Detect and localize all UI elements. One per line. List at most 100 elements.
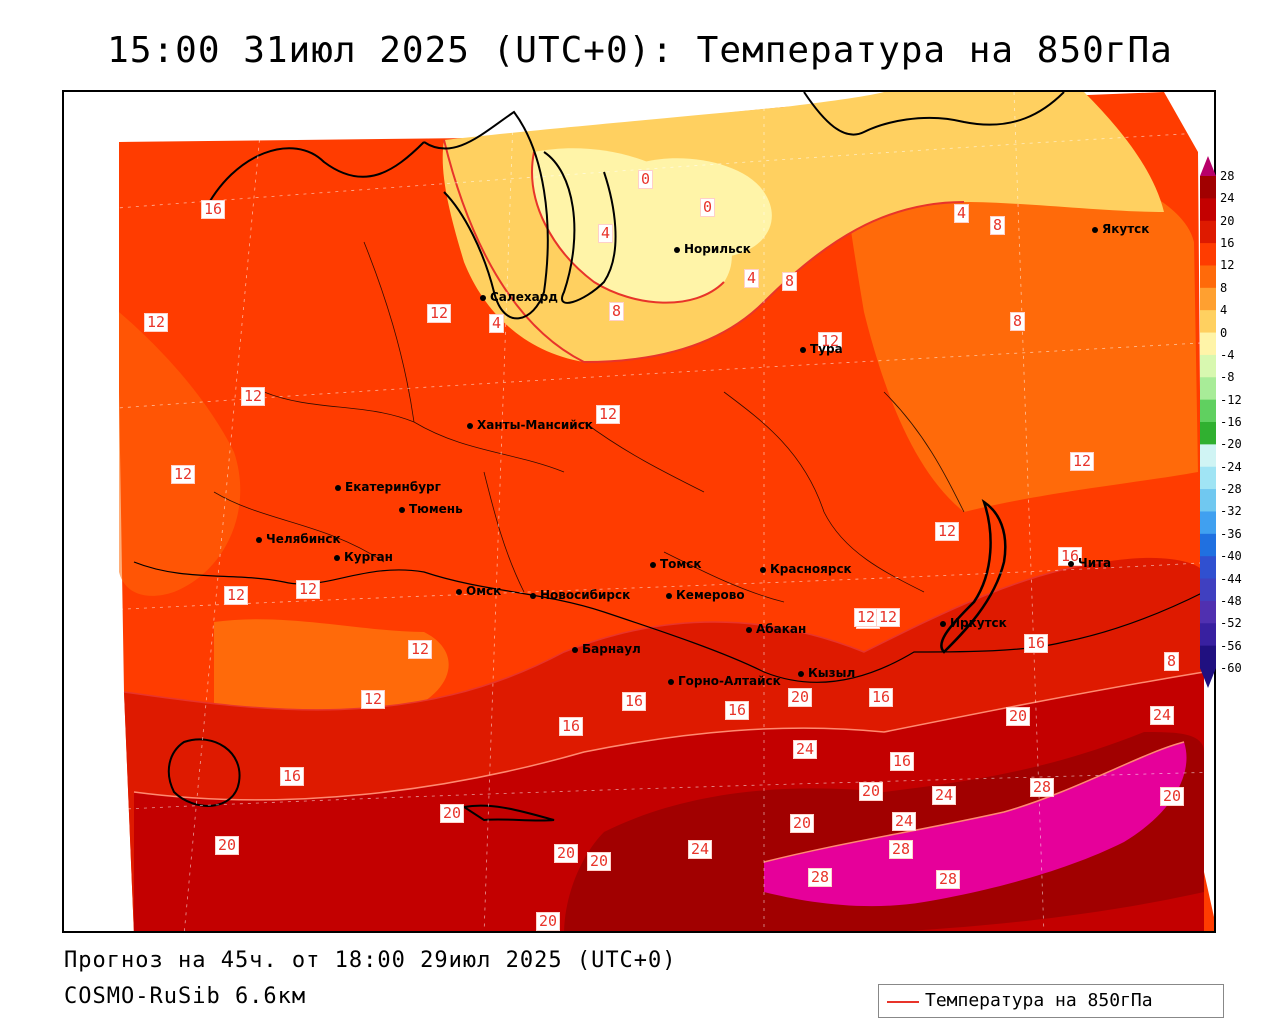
city-marker: Абакан	[746, 622, 806, 636]
city-marker: Томск	[650, 557, 702, 571]
colorbar-tick-label: -44	[1220, 571, 1242, 586]
colorbar-tick-label: -48	[1220, 593, 1242, 608]
city-marker: Курган	[334, 550, 393, 564]
colorbar-cell	[1200, 243, 1216, 266]
contour-label: 16	[869, 688, 894, 707]
colorbar-cell	[1200, 533, 1216, 557]
contour-label: 12	[876, 608, 901, 627]
city-marker: Норильск	[674, 242, 751, 256]
city-marker: Кемерово	[666, 588, 745, 602]
contour-label: 4	[489, 314, 505, 333]
contour-label: 20	[440, 804, 465, 823]
colorbar-cell	[1200, 332, 1216, 356]
contour-label: 16	[1058, 547, 1083, 566]
isotherm-line	[763, 741, 1185, 863]
contour-label: 0	[638, 170, 654, 189]
contour-label: 0	[700, 198, 716, 217]
caspian-sea	[167, 738, 241, 807]
isotherm-line	[133, 671, 1205, 801]
contour-label: 4	[598, 224, 614, 243]
contour-label: 20	[536, 912, 561, 931]
legend-label: Температура на 850гПа	[925, 990, 1153, 1011]
contour-label: 20	[788, 688, 813, 707]
forecast-info: Прогноз на 45ч. от 18:00 29июл 2025 (UTC…	[64, 948, 677, 973]
colorbar-tick-label: 20	[1220, 213, 1235, 228]
legend-line-swatch	[887, 1001, 919, 1003]
contour-label: 8	[782, 272, 798, 291]
colorbar-tick-label: -36	[1220, 526, 1242, 541]
colorbar-cell	[1200, 287, 1216, 311]
contour-label: 12	[296, 580, 321, 599]
contour-label: 12	[144, 313, 169, 332]
colorbar-cell	[1200, 645, 1216, 669]
contour-label: 16	[559, 717, 584, 736]
contour-label: 8	[990, 216, 1006, 235]
colorbar-cell	[1200, 399, 1216, 423]
contour-label: 24	[793, 740, 818, 759]
coastline	[203, 110, 549, 320]
contour-label: 12	[427, 304, 452, 323]
city-marker: Чита	[1068, 556, 1111, 570]
contour-label: 12	[1070, 452, 1095, 471]
colorbar-cell	[1200, 578, 1216, 602]
city-marker: Якутск	[1092, 222, 1149, 236]
contour-label: 12	[596, 405, 621, 424]
colorbar-cell	[1200, 377, 1216, 401]
contour-label: 4	[954, 204, 970, 223]
contour-label: 8	[609, 302, 625, 321]
contour-label: 12	[361, 690, 386, 709]
contour-label: 20	[554, 844, 579, 863]
colorbar-cell	[1200, 422, 1216, 445]
contour-label: 12	[171, 465, 196, 484]
city-marker: Горно-Алтайск	[668, 674, 781, 688]
contour-label: 12	[854, 608, 879, 627]
contour-label: 28	[936, 870, 961, 889]
contour-label: 16	[890, 752, 915, 771]
isotherm-line	[123, 561, 1105, 711]
contour-label: 16	[280, 767, 305, 786]
colorbar-tick-label: -16	[1220, 415, 1242, 429]
city-marker: Красноярск	[760, 562, 852, 576]
contour-label: 8	[1164, 652, 1180, 671]
colorbar-tick-label: 12	[1220, 258, 1235, 273]
contour-label: 28	[1030, 778, 1055, 797]
temp-field-28	[764, 742, 1187, 907]
colorbar-cell	[1200, 198, 1216, 222]
city-marker: Тюмень	[399, 502, 463, 516]
contour-label: 12	[241, 387, 266, 406]
contour-label: 12	[818, 332, 843, 351]
colorbar-tick-label: -28	[1220, 482, 1242, 497]
colorbar-tick-label: -32	[1220, 504, 1242, 519]
temperature-map: 16 12 12 12 12 12 12 12 12 12 12 12 12 1…	[62, 90, 1216, 933]
colorbar-cell	[1200, 466, 1216, 490]
city-marker: Омск	[456, 584, 501, 598]
colorbar-tick-label: -20	[1220, 437, 1242, 452]
contour-label: 12	[408, 640, 433, 659]
colorbar-tick-label: -52	[1220, 616, 1242, 631]
colorbar-top-arrow	[1200, 156, 1216, 176]
city-marker: Кызыл	[798, 666, 855, 680]
colorbar-cell	[1200, 354, 1216, 378]
colorbar-tick-label: 0	[1220, 325, 1228, 340]
contour-label: 12	[935, 522, 960, 541]
contour-label: 16	[725, 701, 750, 720]
contour-label: 28	[889, 840, 914, 859]
region-borders	[213, 241, 965, 603]
colorbar-cell	[1200, 600, 1216, 624]
contour-label: 8	[1010, 312, 1026, 331]
contour-label: 20	[215, 836, 240, 855]
colorbar-tick-label: -56	[1220, 638, 1242, 653]
city-marker: Барнаул	[572, 642, 641, 656]
city-marker: Салехард	[480, 290, 558, 304]
colorbar-tick-label: 4	[1220, 303, 1228, 318]
city-marker: Екатеринбург	[335, 480, 441, 494]
contour-label: 12	[224, 586, 249, 605]
colorbar-tick-label: 28	[1220, 169, 1235, 183]
coastline	[543, 151, 617, 304]
colorbar-cell	[1200, 623, 1216, 647]
city-marker: Ханты-Мансийск	[467, 418, 593, 432]
colorbar-svg	[1200, 156, 1216, 688]
temp-field-12-west	[119, 312, 241, 596]
contour-label: 4	[744, 269, 760, 288]
colorbar-bottom-arrow	[1200, 668, 1216, 688]
